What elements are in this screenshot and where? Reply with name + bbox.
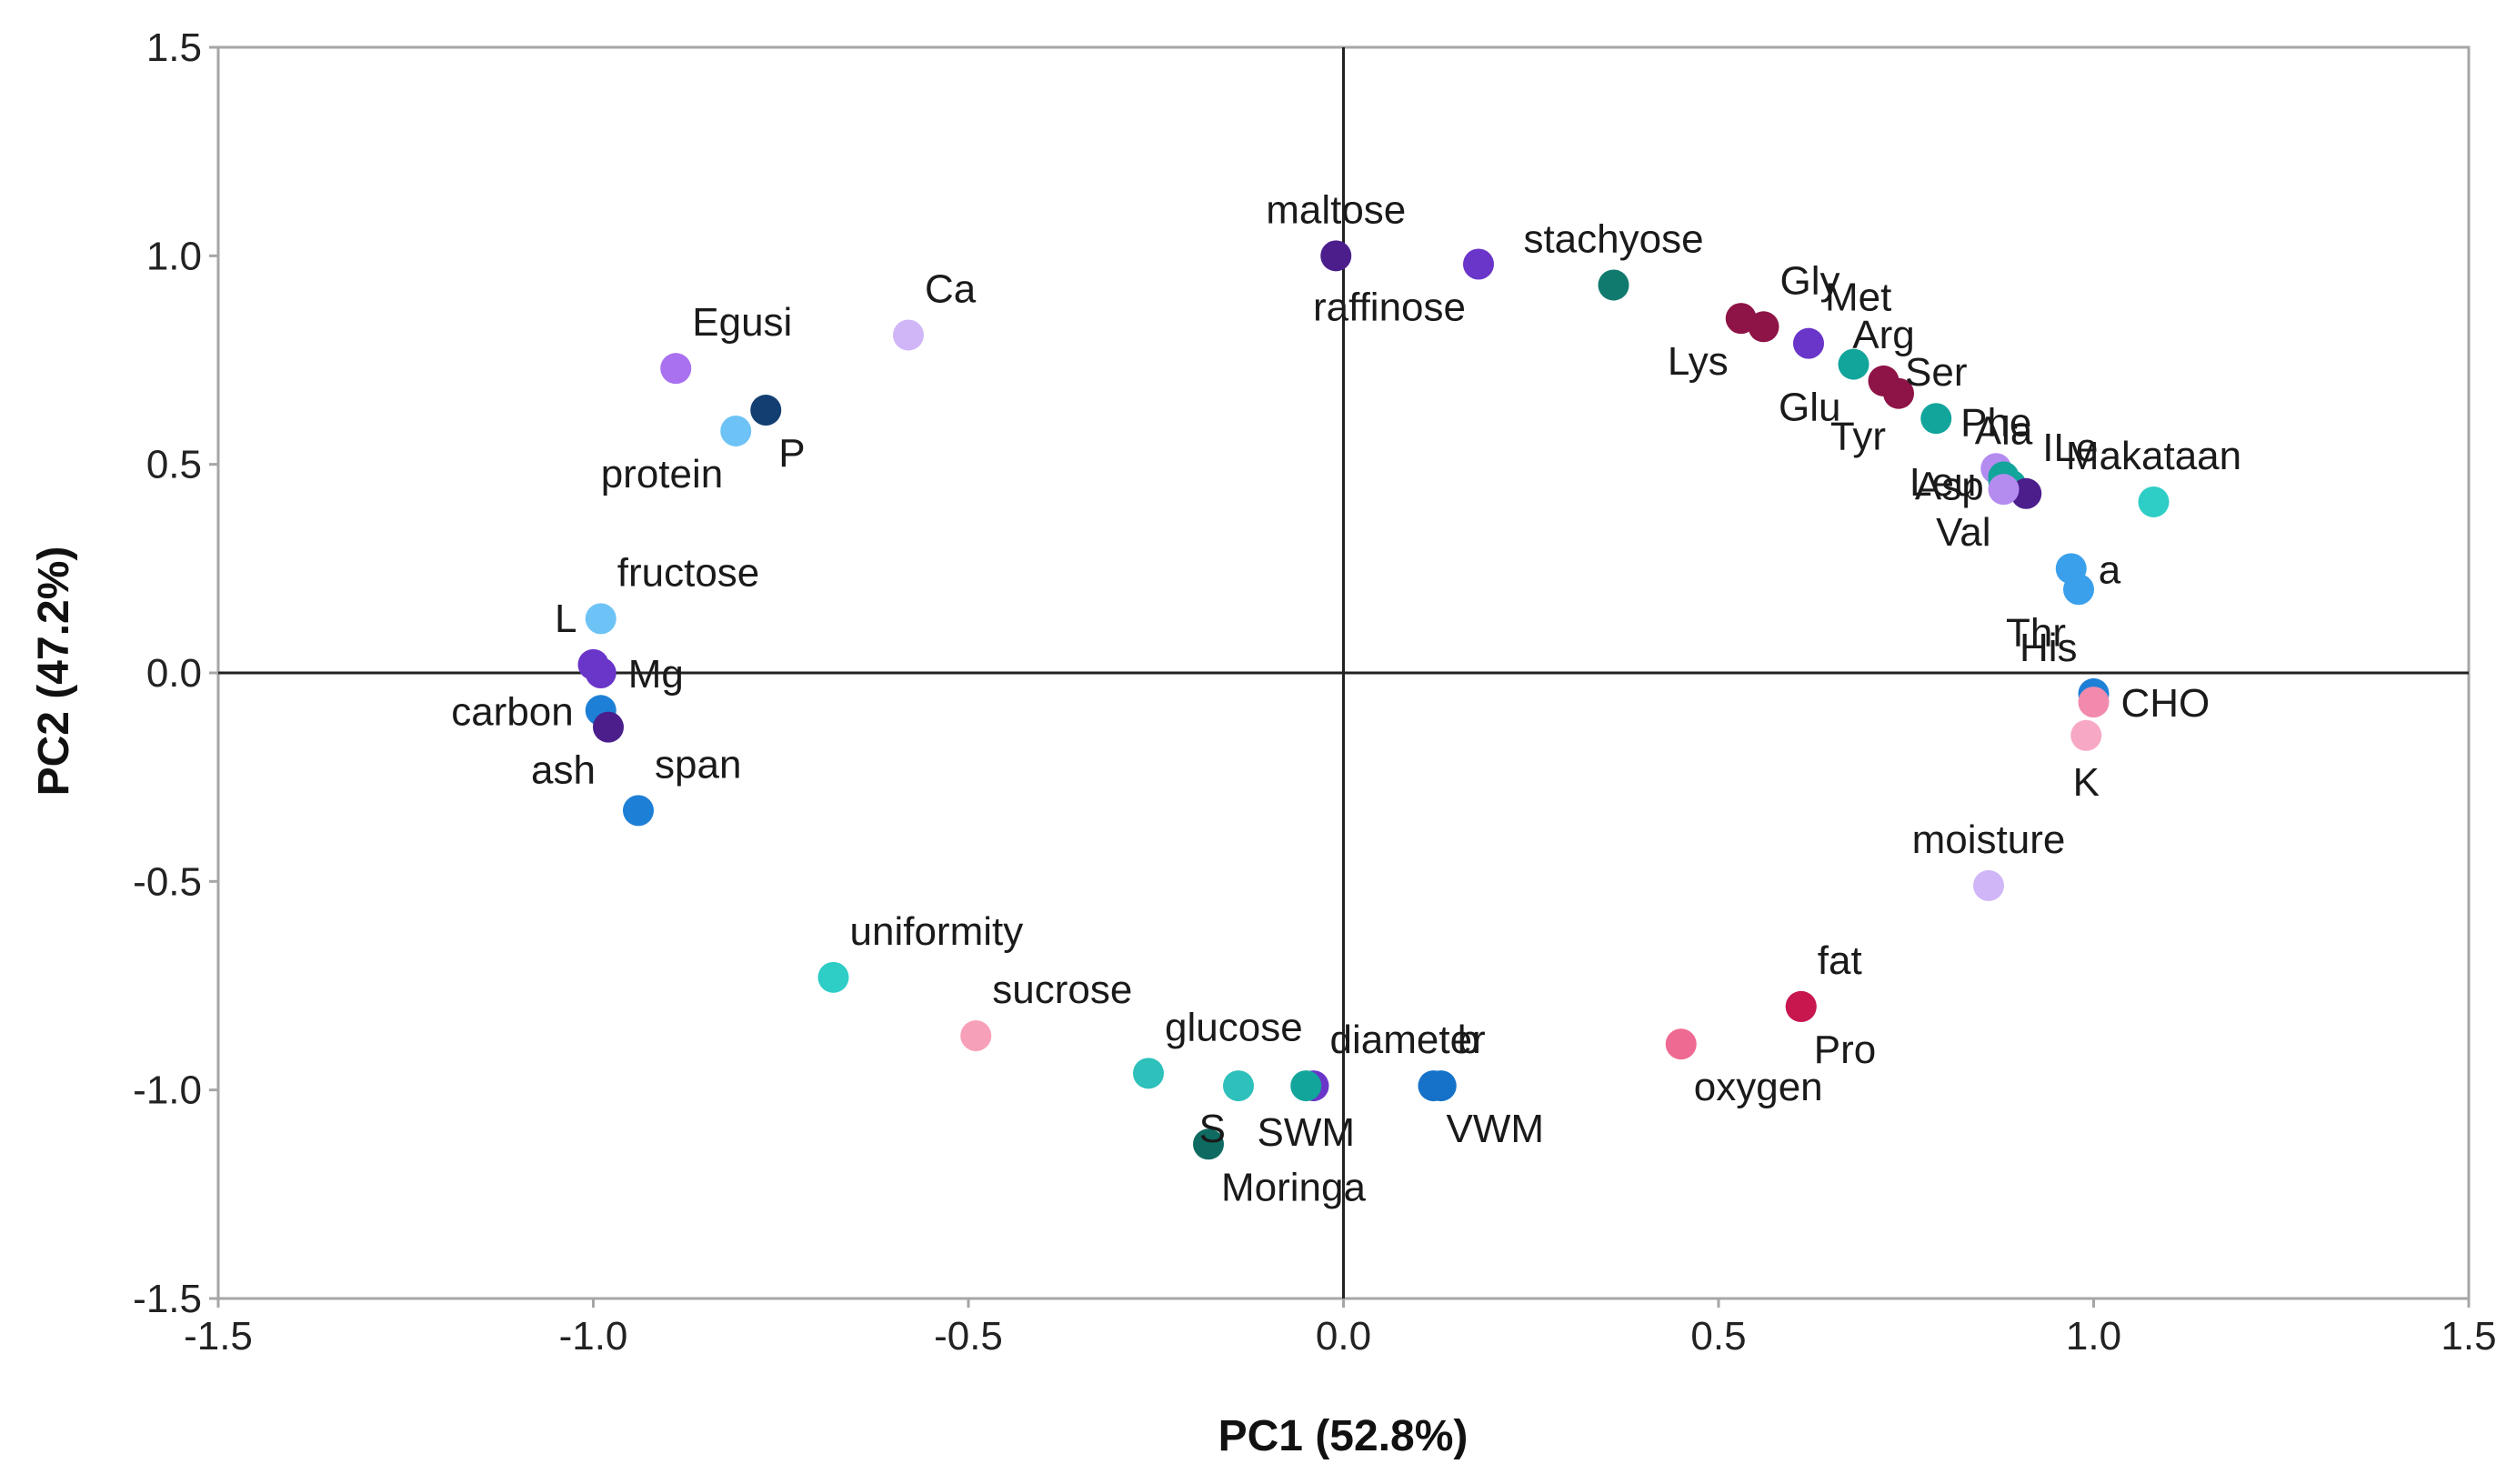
point-label-raffinose: raffinose [1313, 286, 1466, 330]
point-label-p: P [778, 431, 805, 476]
y-tick-label: -1.0 [133, 1068, 202, 1113]
point-makataan [2138, 486, 2170, 517]
point-label-uniformity: uniformity [850, 909, 1024, 954]
point-cho [2078, 687, 2110, 718]
point-mg [585, 657, 616, 688]
point-moringa [1193, 1128, 1224, 1160]
point-fructose [585, 603, 616, 635]
point-label-s: S [1199, 1107, 1226, 1151]
point-egusi [660, 353, 692, 385]
point-label-egusi: Egusi [692, 300, 792, 345]
y-axis-title: PC2 (47.2%) [30, 546, 78, 797]
point-label-cho: CHO [2121, 681, 2210, 726]
point-label-stachyose: stachyose [1523, 216, 1703, 261]
point-maltose [1320, 240, 1352, 272]
point-label-ala: Ala [1975, 408, 2033, 453]
point-label-fat: fat [1818, 938, 1862, 983]
point-val [1988, 474, 2020, 506]
point-oxygen [1665, 1028, 1697, 1060]
x-axis-title: PC1 (52.8%) [1218, 1412, 1469, 1460]
point-label-l: L [555, 597, 576, 641]
point-ca [893, 319, 924, 351]
point-gly [1748, 311, 1779, 343]
point-label-thr: Thr [2006, 610, 2066, 655]
point-label-k: K [2073, 760, 2100, 805]
point-span [623, 795, 654, 827]
point-p [750, 395, 782, 426]
point-k [2070, 719, 2102, 751]
point-label-val: Val [1936, 510, 1990, 555]
point-label-sucrose: sucrose [992, 968, 1132, 1012]
y-tick-label: 1.5 [146, 25, 202, 70]
point-label-glu: Glu [1779, 386, 1840, 430]
point-met [1793, 327, 1824, 359]
point-label-ca: Ca [925, 266, 977, 311]
point-label-glucose: glucose [1165, 1005, 1303, 1049]
y-tick-label: -0.5 [133, 859, 202, 904]
point-label-pro: Pro [1814, 1028, 1876, 1072]
point-label-met: Met [1825, 276, 1891, 320]
point-label-diameter: diameter [1330, 1018, 1486, 1062]
point-stachyose [1598, 269, 1629, 301]
point-ser [1920, 403, 1952, 435]
point-label-his: His [2020, 626, 2078, 670]
point-label-swm: SWM [1257, 1110, 1355, 1155]
x-tick-label: 1.5 [2441, 1314, 2496, 1359]
y-tick-label: 1.0 [146, 234, 202, 278]
point-label-mg: Mg [628, 652, 684, 697]
x-tick-label: 1.0 [2066, 1314, 2121, 1359]
point-sucrose [960, 1020, 992, 1052]
point-protein [720, 415, 752, 446]
point-label-vwm: VWM [1447, 1107, 1545, 1151]
x-tick-label: -1.5 [184, 1314, 253, 1359]
y-tick-label: 0.5 [146, 443, 202, 487]
point-label-ile: ILe [2042, 426, 2098, 470]
point-raffinose [1463, 248, 1494, 280]
x-tick-label: -1.0 [559, 1314, 628, 1359]
point-thr [2063, 574, 2094, 606]
point-glucose [1133, 1058, 1164, 1089]
point-label-oxygen: oxygen [1694, 1065, 1823, 1109]
point-uniformity [817, 961, 849, 993]
point-label-leu: Leu [1910, 460, 1976, 505]
point-label-makataan: Makataan [2066, 434, 2241, 478]
point-label-asp: Asp [1915, 465, 1984, 509]
point-label-maltose: maltose [1266, 187, 1406, 232]
point-label-lys: Lys [1668, 339, 1729, 384]
point-s [1223, 1070, 1254, 1102]
point-label-a: a [2099, 547, 2121, 592]
point-label-phe: Phe [1960, 400, 2031, 445]
point-label-moisture: moisture [1912, 817, 2066, 862]
point-label-ser: Ser [1905, 350, 1967, 395]
point-label-moringa: Moringa [1221, 1165, 1366, 1209]
x-tick-label: -0.5 [934, 1314, 1003, 1359]
point-label-protein: protein [601, 452, 724, 496]
y-tick-label: -1.5 [133, 1277, 202, 1321]
point-moisture [1973, 869, 2004, 901]
x-tick-label: 0.5 [1690, 1314, 1746, 1359]
point-label-tyr: Tyr [1830, 415, 1886, 459]
point-label-carbon: carbon [451, 689, 574, 734]
point-ash [593, 711, 624, 743]
point-vwm [1418, 1070, 1449, 1102]
point-label-span: span [655, 742, 741, 787]
point-swm [1290, 1070, 1322, 1102]
point-tyr [1883, 377, 1914, 409]
point-glu [1838, 348, 1869, 380]
point-label-arg: Arg [1852, 313, 1914, 357]
point-label-ash: ash [531, 748, 596, 793]
y-tick-label: 0.0 [146, 651, 202, 696]
point-label-b: b [1458, 1018, 1479, 1062]
x-tick-label: 0.0 [1316, 1314, 1371, 1359]
point-label-gly: Gly [1780, 258, 1840, 303]
point-pro [1785, 990, 1817, 1022]
point-label-fructose: fructose [617, 550, 760, 595]
